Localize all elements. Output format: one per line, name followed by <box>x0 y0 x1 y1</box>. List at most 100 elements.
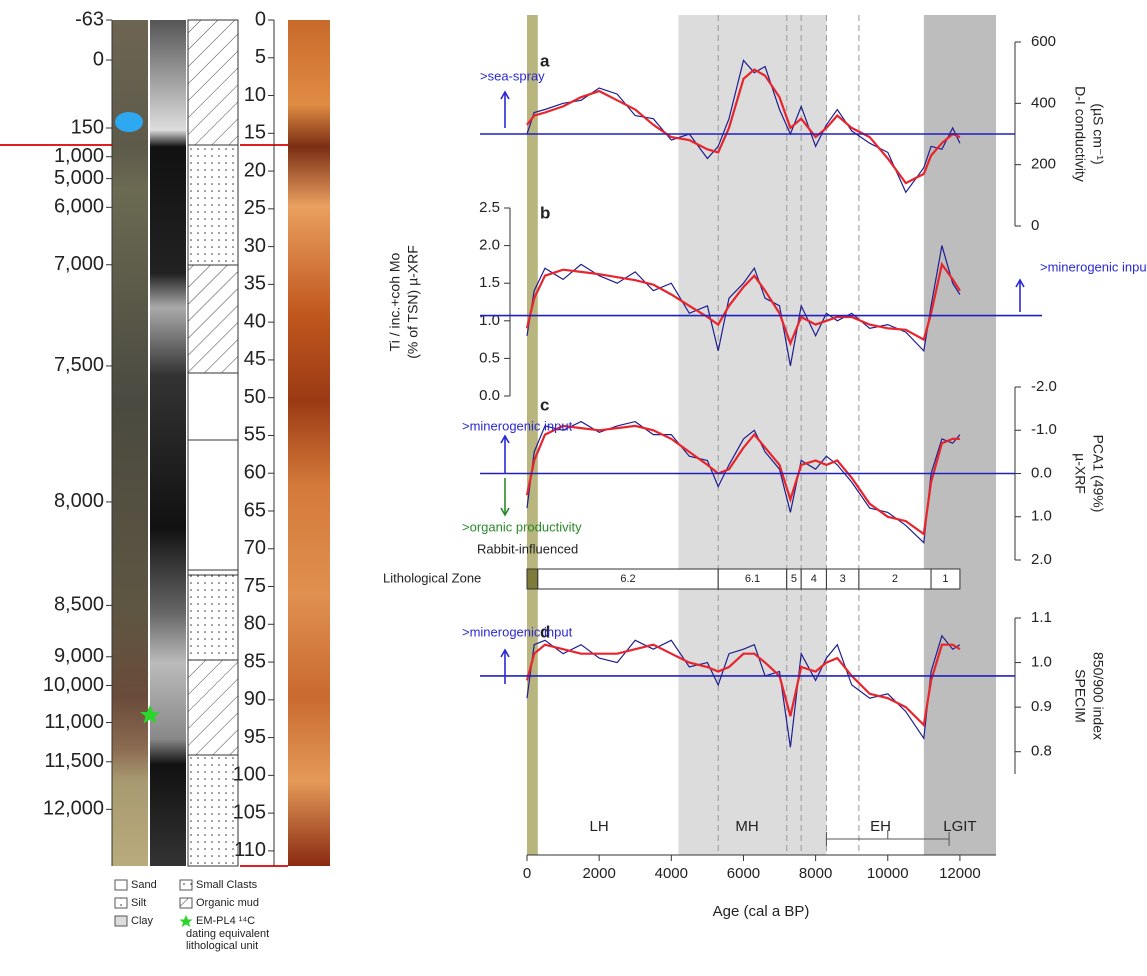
litho-organic <box>187 264 239 374</box>
rabbit-zone <box>527 15 538 855</box>
zone-label: 3 <box>840 573 846 585</box>
y-tick-label: 1.1 <box>1031 609 1052 626</box>
period-label: LH <box>590 818 609 835</box>
y-tick-label: 200 <box>1031 156 1056 173</box>
legend-label: Small Clasts <box>196 879 258 891</box>
depth-tick-label: 35 <box>244 273 266 295</box>
y-axis-label: µ-XRF <box>1072 453 1088 494</box>
annotation: >minerogenic input <box>462 624 573 639</box>
annotation: >minerogenic input <box>462 418 573 433</box>
y-tick-label: 0 <box>1031 217 1039 234</box>
zone-cell <box>930 568 961 590</box>
core-xray <box>150 20 186 866</box>
age-tick-label: 8,500 <box>54 594 104 616</box>
depth-tick-label: 100 <box>233 764 266 786</box>
y-axis-label: Ti / inc.+coh Mo <box>387 252 403 351</box>
y-tick-label: 1.0 <box>1031 508 1052 525</box>
zone-label: 4 <box>811 573 817 585</box>
x-tick-label: 8000 <box>799 865 832 882</box>
x-axis-label: Age (cal a BP) <box>713 903 810 920</box>
depth-tick-label: 30 <box>244 235 266 257</box>
age-tick-label: 9,000 <box>54 645 104 667</box>
zone-title: Lithological Zone <box>383 570 481 585</box>
depth-tick-label: 95 <box>244 726 266 748</box>
legend-label: dating equivalent <box>186 928 269 940</box>
zone-label: 2 <box>892 573 898 585</box>
zone-label: 1 <box>942 573 948 585</box>
period-label: MH <box>735 818 758 835</box>
annotation-arrow <box>500 478 510 517</box>
annotation: >minerogenic input <box>1040 259 1147 274</box>
y-tick-label: -1.0 <box>1031 421 1057 438</box>
y-tick-label: 0.0 <box>1031 464 1052 481</box>
panel-letter: a <box>540 51 550 70</box>
panel-letter: d <box>540 622 550 641</box>
depth-tick-label: 5 <box>255 46 266 68</box>
depth-tick-label: 85 <box>244 650 266 672</box>
depth-tick-label: 70 <box>244 537 266 559</box>
smoothed-line <box>525 261 961 347</box>
depth-tick-label: 10 <box>244 84 266 106</box>
depth-tick-label: 40 <box>244 310 266 332</box>
y-tick-label: -2.0 <box>1031 378 1057 395</box>
rabbit-label: Rabbit-influenced <box>477 541 578 556</box>
legend-star <box>179 915 193 927</box>
x-tick-label: 0 <box>523 865 531 882</box>
period-shading <box>678 15 827 855</box>
y-axis-label: (µS cm⁻¹) <box>1090 103 1106 164</box>
smoothed-line <box>526 68 961 185</box>
legend-label: Clay <box>131 915 154 927</box>
litho-sand <box>187 574 239 661</box>
depth-tick-label: 65 <box>244 499 266 521</box>
age-tick-label: 8,000 <box>54 490 104 512</box>
y-axis-label: (% of TSN) µ-XRF <box>405 245 421 359</box>
y-tick-label: 1.5 <box>479 274 500 291</box>
zone-label: 6.2 <box>620 573 635 585</box>
rabbit-zone-cell <box>526 568 539 590</box>
depth-tick-label: 0 <box>255 8 266 30</box>
depth-tick-label: 15 <box>244 122 266 144</box>
age-tick-label: 0 <box>93 48 104 70</box>
annotation: >sea-spray <box>480 68 545 83</box>
y-tick-label: 1.0 <box>479 312 500 329</box>
x-tick-label: 2000 <box>582 865 615 882</box>
legend-swatch <box>114 915 128 927</box>
depth-tick-label: 60 <box>244 461 266 483</box>
zone-label: 5 <box>791 573 797 585</box>
dating-star <box>140 705 160 724</box>
smoothed-line <box>525 643 961 728</box>
raw-line <box>526 59 961 194</box>
period-label: EH <box>870 818 891 835</box>
litho-organic <box>187 19 239 146</box>
panel-letter: c <box>540 395 549 414</box>
legend-label: EM-PL4 ¹⁴C <box>196 915 255 927</box>
y-tick-label: 0.9 <box>1031 698 1052 715</box>
x-tick-label: 12000 <box>939 865 981 882</box>
age-tick-label: 1,000 <box>54 145 104 167</box>
y-tick-label: 2.0 <box>479 237 500 254</box>
litho-clay <box>187 439 239 571</box>
eh-bracket <box>825 830 950 846</box>
y-axis-label: PCA1 (49%) <box>1090 435 1106 513</box>
annotation-arrow <box>500 434 510 474</box>
depth-tick-label: 110 <box>234 839 266 861</box>
annotation-arrow <box>1015 278 1025 312</box>
depth-tick-label: 90 <box>244 688 266 710</box>
panel-letter: b <box>540 203 550 222</box>
age-tick-label: -63 <box>75 8 104 30</box>
depth-tick-label: 25 <box>244 197 266 219</box>
age-tick-label: 12,000 <box>43 798 104 820</box>
age-tick-label: 5,000 <box>54 167 104 189</box>
legend-label: lithological unit <box>186 940 258 952</box>
legend-label: Organic mud <box>196 897 259 909</box>
annotation-arrow <box>500 648 510 684</box>
legend-swatch <box>179 897 193 909</box>
depth-tick-label: 20 <box>244 159 266 181</box>
core-legend <box>114 879 193 927</box>
y-axis-label: SPECIM <box>1072 669 1088 723</box>
legend-label: Sand <box>131 879 157 891</box>
core-photo <box>112 20 148 866</box>
y-tick-label: 600 <box>1031 33 1056 50</box>
x-tick-label: 10000 <box>867 865 909 882</box>
depth-tick-label: 75 <box>244 575 266 597</box>
